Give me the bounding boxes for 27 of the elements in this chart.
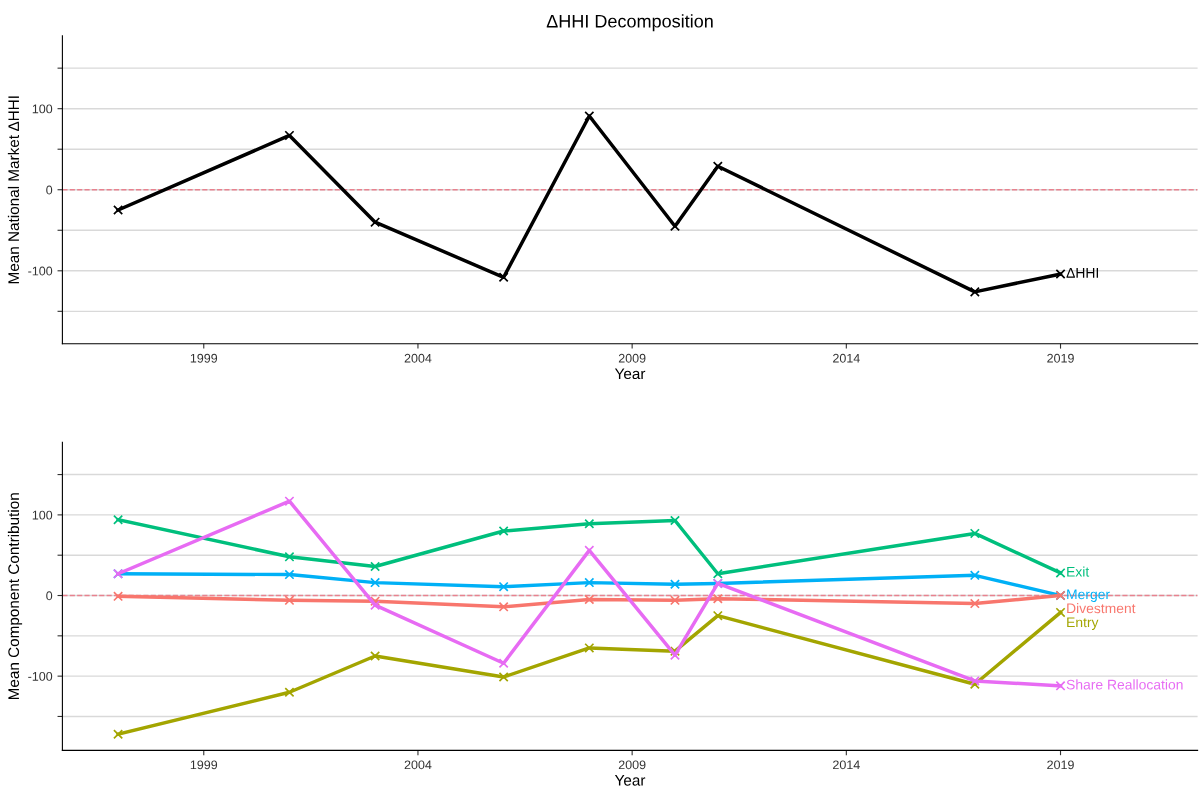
y-tick-label: 0 bbox=[46, 591, 53, 601]
series-label: Merger bbox=[1067, 589, 1110, 602]
y-tick-label: -100 bbox=[28, 266, 53, 276]
x-tick-label: 1999 bbox=[190, 760, 218, 770]
series-label: Exit bbox=[1067, 566, 1090, 577]
x-tick-label: 1999 bbox=[190, 353, 218, 363]
y-tick-label: 100 bbox=[32, 104, 53, 114]
y-tick-label: -100 bbox=[28, 671, 53, 681]
series-label: ΔHHI bbox=[1066, 268, 1098, 278]
series-label: Divestment bbox=[1067, 603, 1136, 614]
x-tick-label: 2019 bbox=[1047, 760, 1074, 770]
x-tick-label: 2019 bbox=[1047, 353, 1074, 363]
series-label: Share Reallocation bbox=[1066, 679, 1183, 690]
x-tick-label: 2009 bbox=[618, 353, 646, 363]
y-tick-label: 0 bbox=[46, 185, 53, 195]
y-axis-title: Mean National Market ΔHHI bbox=[7, 96, 20, 284]
y-axis-title: Mean Component Contribution bbox=[7, 493, 23, 700]
chart-title: ΔHHI Decomposition bbox=[546, 14, 713, 32]
x-tick-label: 2014 bbox=[833, 760, 860, 770]
series-label: Entry bbox=[1067, 617, 1099, 630]
x-axis-title: Year bbox=[614, 368, 646, 380]
x-tick-label: 2004 bbox=[404, 760, 432, 770]
y-tick-label: 100 bbox=[32, 510, 53, 520]
x-tick-label: 2004 bbox=[404, 353, 432, 363]
x-axis-title: Year bbox=[614, 775, 646, 786]
x-tick-label: 2009 bbox=[618, 760, 646, 770]
x-tick-label: 2014 bbox=[833, 353, 860, 363]
